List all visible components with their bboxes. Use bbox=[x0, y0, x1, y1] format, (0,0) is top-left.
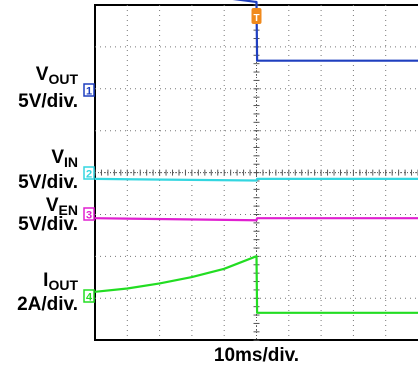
channel-markers: 1 2 3 4 T bbox=[83, 8, 262, 304]
trigger-marker-box bbox=[251, 8, 262, 24]
ven-channel-marker: 3 bbox=[83, 207, 95, 222]
iout-scale-label: 2A/div. bbox=[17, 294, 78, 315]
vin-marker-label: 2 bbox=[86, 169, 92, 181]
traces bbox=[94, 0, 418, 314]
vin-trace bbox=[94, 177, 418, 182]
vout-marker-label: 1 bbox=[86, 86, 92, 98]
ven-scale-label: 5V/div. bbox=[18, 214, 78, 235]
vin-channel-marker: 2 bbox=[83, 166, 95, 181]
vin-marker-box bbox=[83, 166, 95, 180]
iout-channel-marker: 4 bbox=[83, 289, 95, 304]
ven-marker-box bbox=[83, 207, 95, 221]
vout-name-label: VOUT bbox=[35, 64, 78, 87]
vin-name-label: VIN bbox=[51, 147, 78, 170]
iout-marker-label: 4 bbox=[86, 292, 93, 304]
ven-trace bbox=[94, 217, 418, 222]
vout-marker-box bbox=[83, 83, 95, 97]
time-scale-label: 10ms/div. bbox=[213, 345, 300, 366]
vout-channel-marker: 1 bbox=[83, 83, 95, 98]
trigger-marker-label: T bbox=[253, 13, 259, 24]
trigger-marker: T bbox=[251, 8, 262, 24]
vout-scale-label: 5V/div. bbox=[18, 91, 78, 112]
iout-name-label: IOUT bbox=[43, 270, 78, 293]
vin-scale-label: 5V/div. bbox=[18, 172, 78, 193]
ven-marker-label: 3 bbox=[86, 210, 92, 222]
iout-trace bbox=[94, 255, 418, 314]
ven-name-label: VEN bbox=[45, 195, 78, 218]
iout-marker-box bbox=[83, 289, 95, 303]
vout-trace bbox=[232, 0, 418, 62]
